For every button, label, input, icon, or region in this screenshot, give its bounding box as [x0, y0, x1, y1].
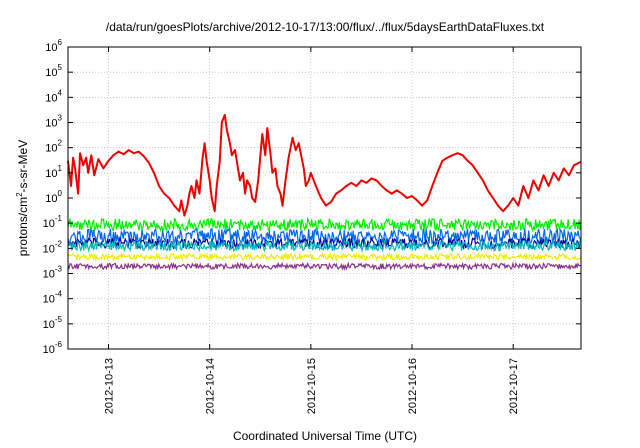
x-tick-label: 2012-10-14 [205, 358, 217, 414]
y-axis-label: protons/cm2-s-sr-MeV [15, 140, 30, 256]
series-group [67, 113, 582, 272]
series-line-4 [67, 238, 582, 253]
y-axis-label-base: protons/cm [16, 197, 30, 256]
grid-lines [68, 47, 581, 349]
x-tick-label: 2012-10-15 [306, 358, 318, 414]
x-axis: 2012-10-13 2012-10-14 2012-10-15 2012-10-16… [103, 47, 520, 414]
y-tick-label: 106 [45, 38, 62, 54]
plot-frame [67, 46, 582, 350]
y-axis: 10-6 10-5 10-4 10-3 10-2 10-1 100 101 102 103 104 1… [43, 38, 581, 356]
y-tick-label: 105 [45, 63, 62, 79]
chart-title: /data/run/goesPlots/archive/2012-10-17/1… [106, 20, 545, 34]
y-tick-label: 10-5 [43, 315, 63, 331]
y-tick-label: 10-3 [43, 265, 63, 281]
series-line-6 [67, 261, 582, 272]
series-line-1 [67, 216, 582, 233]
x-tick-label: 2012-10-17 [508, 358, 520, 414]
y-tick-label: 100 [45, 189, 62, 205]
x-axis-label: Coordinated Universal Time (UTC) [233, 429, 417, 443]
series-line-5 [67, 251, 582, 262]
x-tick-label: 2012-10-13 [103, 358, 115, 414]
y-tick-label: 103 [45, 114, 62, 130]
y-tick-label: 10-2 [43, 239, 63, 255]
y-tick-label: 101 [45, 164, 62, 180]
y-tick-label: 104 [45, 88, 62, 104]
y-axis-label-rest: -s-sr-MeV [16, 140, 30, 193]
y-axis-label-sup: 2 [15, 192, 24, 197]
y-tick-label: 10-4 [43, 290, 63, 306]
series-line-0 [67, 113, 582, 217]
x-tick-label: 2012-10-16 [407, 358, 419, 414]
y-tick-label: 102 [45, 139, 62, 155]
y-tick-label: 10-1 [43, 214, 63, 230]
y-tick-label: 10-6 [43, 340, 63, 356]
